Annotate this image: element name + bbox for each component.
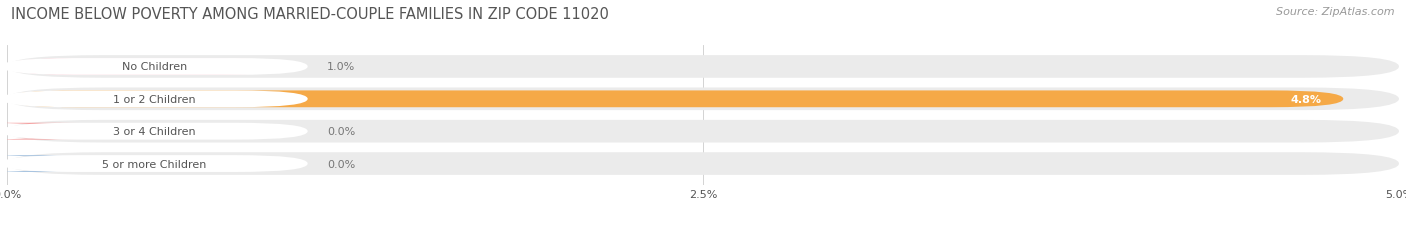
FancyBboxPatch shape	[7, 59, 285, 76]
Text: 5 or more Children: 5 or more Children	[103, 159, 207, 169]
Text: 3 or 4 Children: 3 or 4 Children	[114, 127, 195, 137]
Text: 0.0%: 0.0%	[328, 159, 356, 169]
FancyBboxPatch shape	[1, 91, 308, 108]
FancyBboxPatch shape	[1, 155, 308, 172]
FancyBboxPatch shape	[7, 56, 1399, 79]
FancyBboxPatch shape	[7, 120, 1399, 143]
FancyBboxPatch shape	[0, 123, 79, 140]
FancyBboxPatch shape	[7, 88, 1399, 111]
FancyBboxPatch shape	[1, 123, 308, 140]
FancyBboxPatch shape	[0, 155, 79, 172]
Text: No Children: No Children	[122, 62, 187, 72]
Text: INCOME BELOW POVERTY AMONG MARRIED-COUPLE FAMILIES IN ZIP CODE 11020: INCOME BELOW POVERTY AMONG MARRIED-COUPL…	[11, 7, 609, 22]
Text: 1 or 2 Children: 1 or 2 Children	[114, 94, 195, 104]
FancyBboxPatch shape	[7, 152, 1399, 175]
FancyBboxPatch shape	[1, 59, 308, 76]
FancyBboxPatch shape	[7, 91, 1343, 108]
Text: Source: ZipAtlas.com: Source: ZipAtlas.com	[1277, 7, 1395, 17]
Text: 0.0%: 0.0%	[328, 127, 356, 137]
Text: 1.0%: 1.0%	[328, 62, 356, 72]
Text: 4.8%: 4.8%	[1291, 94, 1322, 104]
